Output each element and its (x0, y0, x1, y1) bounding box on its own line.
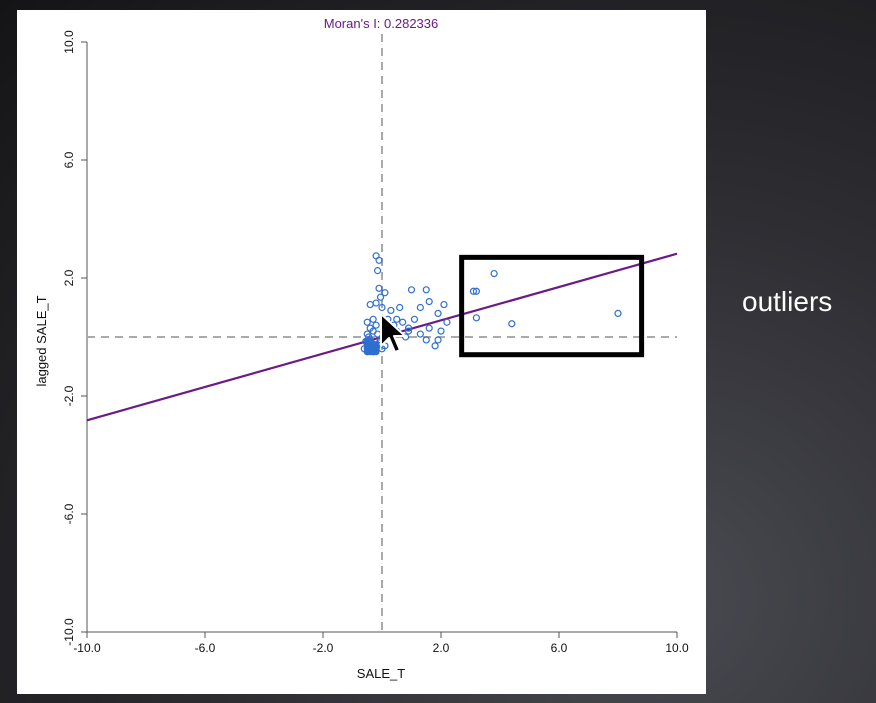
data-point (490, 269, 498, 278)
data-point (366, 337, 374, 345)
x-axis-label: SALE_T (357, 666, 405, 681)
data-point (387, 306, 395, 315)
data-point (425, 298, 433, 306)
scatter-plot: Moran's I: 0.282336 -10.0 -6.0 -2.0 2.0 6.0 1… (34, 16, 689, 681)
data-point (437, 327, 445, 335)
data-point (440, 300, 448, 309)
data-point (434, 309, 442, 317)
data-point (469, 287, 478, 295)
data-point (393, 315, 401, 323)
data-point (407, 286, 416, 294)
data-point (416, 303, 424, 312)
data-point (369, 315, 377, 323)
y-tick-label: -6.0 (62, 503, 76, 524)
data-point (404, 327, 413, 335)
data-point (434, 336, 442, 344)
data-point (416, 330, 424, 338)
y-tick-label: 6.0 (62, 151, 76, 168)
data-point (614, 309, 622, 317)
data-point (425, 324, 433, 332)
outliers-label: outliers (742, 286, 833, 317)
data-point (375, 256, 383, 264)
data-point (508, 320, 516, 328)
chart-panel: Moran's I: 0.282336 -10.0 -6.0 -2.0 2.0 6.0 1… (17, 10, 706, 694)
chart-title: Moran's I: 0.282336 (324, 16, 439, 31)
data-point (373, 267, 382, 275)
data-point (472, 314, 480, 322)
data-point (443, 318, 451, 326)
data-point (366, 300, 374, 309)
outlier-highlight-box (459, 254, 645, 358)
data-point (410, 315, 419, 323)
data-point (472, 287, 480, 295)
x-tick-label: -10.0 (73, 641, 101, 655)
data-point (404, 324, 413, 332)
data-point (372, 299, 380, 307)
data-point (363, 318, 371, 326)
x-tick-label: 2.0 (433, 641, 450, 655)
data-point (372, 341, 380, 349)
data-point (369, 327, 377, 335)
data-point (399, 318, 407, 326)
y-tick-label: -10.0 (62, 618, 76, 646)
x-tick-label: 6.0 (551, 641, 568, 655)
mouse-cursor-icon (380, 313, 406, 353)
data-point (372, 321, 380, 329)
data-point (422, 286, 430, 294)
data-point (396, 303, 404, 312)
y-tick-label: 2.0 (62, 269, 76, 286)
data-point (381, 289, 389, 297)
x-tick-label: 10.0 (665, 641, 689, 655)
x-tick-label: -2.0 (313, 641, 334, 655)
data-point (375, 284, 383, 292)
plot-area: -10.0 -6.0 -2.0 2.0 6.0 10.0 -10.0 -6.0 -2.0 2.0 6… (62, 30, 689, 655)
y-tick-label: 10.0 (62, 30, 76, 54)
data-point (422, 336, 430, 344)
y-tick-label: -2.0 (62, 385, 76, 406)
x-tick-label: -6.0 (195, 641, 216, 655)
data-point (431, 342, 439, 350)
data-point (378, 303, 386, 312)
data-point (376, 293, 385, 301)
y-axis-label: lagged SALE_T (34, 295, 49, 386)
